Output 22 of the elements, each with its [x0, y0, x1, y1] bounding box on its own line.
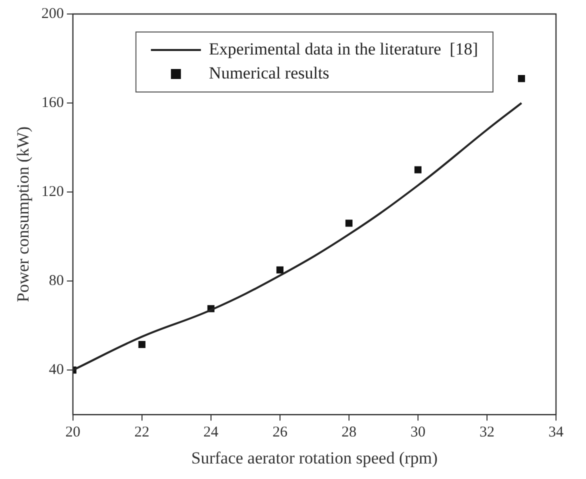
x-tick-label: 20	[65, 424, 80, 441]
y-tick-label: 80	[48, 273, 64, 290]
point	[345, 220, 352, 227]
x-tick-label: 34	[548, 424, 564, 441]
y-tick-label: 160	[41, 94, 64, 111]
point	[518, 75, 526, 82]
y-axis-title: Power consumption (kW)	[14, 126, 33, 302]
x-tick-label: 22	[134, 424, 150, 441]
point	[414, 166, 422, 174]
x-tick-label: 26	[272, 424, 288, 441]
x-axis-title: Surface aerator rotation speed (rpm)	[191, 448, 438, 468]
x-tick-label: 32	[479, 424, 494, 441]
x-tick-label: 30	[410, 424, 426, 441]
legend-label: Numerical results	[208, 63, 330, 82]
x-tick-label: 28	[341, 424, 356, 441]
point	[276, 266, 284, 274]
y-tick-label: 120	[41, 184, 64, 200]
y-tick-label: 40	[48, 362, 64, 378]
y-tick-label: 200	[41, 6, 64, 22]
point	[138, 340, 146, 348]
x-tick-label: 24	[203, 424, 219, 441]
legend-label: Experimental data in the literature [18]	[208, 39, 478, 58]
